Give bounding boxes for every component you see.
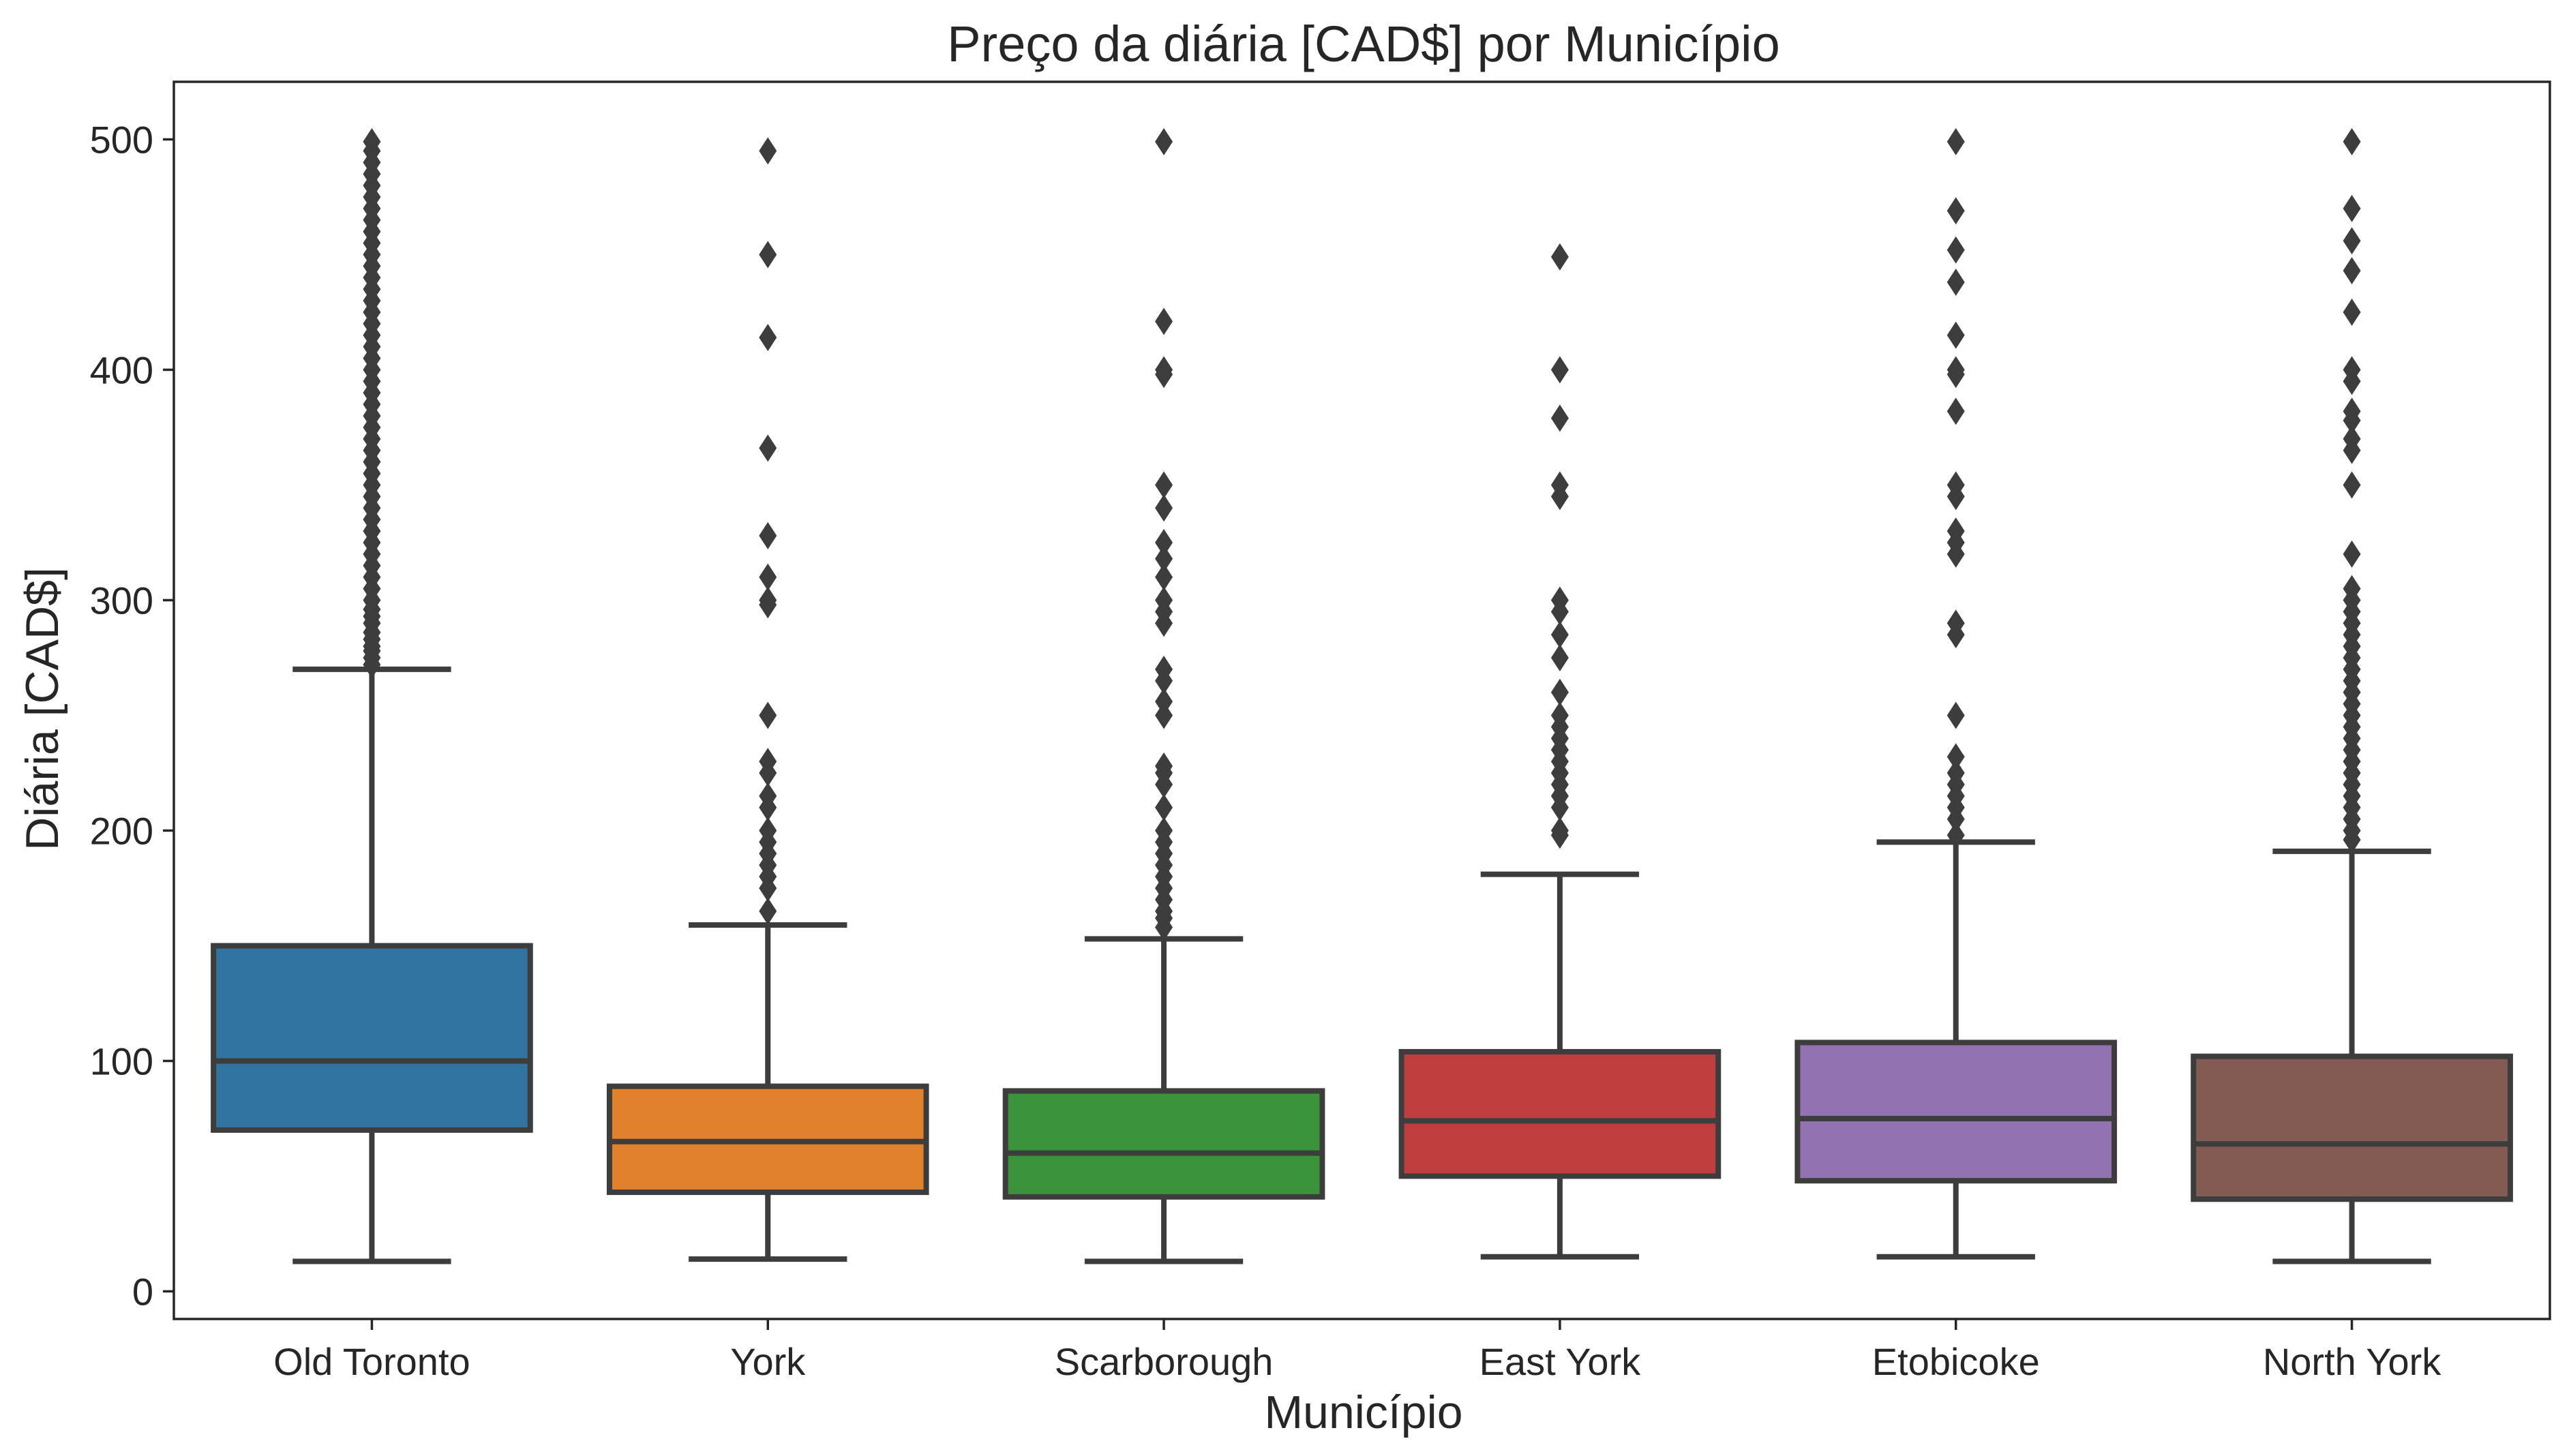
box-old-toronto — [211, 943, 533, 1133]
outlier-point — [1550, 356, 1569, 384]
outlier-point — [759, 748, 777, 776]
outlier-point — [1550, 701, 1569, 729]
box-scarborough — [1002, 1088, 1325, 1200]
outlier-point — [759, 782, 777, 810]
outlier-point — [759, 241, 777, 269]
outlier-point — [1155, 817, 1173, 845]
outlier-point — [2343, 298, 2361, 326]
outlier-point — [1550, 243, 1569, 271]
outlier-point — [1155, 701, 1173, 729]
outlier-point — [759, 324, 777, 352]
outlier-point — [1155, 545, 1173, 573]
outlier-point — [2343, 575, 2361, 603]
y-tick-label: 500 — [90, 118, 153, 161]
outlier-point — [1550, 586, 1569, 614]
plot-area: 0 100 200 300 400 500 Old Toronto York Scarborou… — [90, 80, 2551, 1383]
outlier-point — [2343, 356, 2361, 384]
y-tick-label: 300 — [90, 579, 153, 622]
box-north-york — [2191, 1053, 2513, 1202]
x-tick-label: North York — [2263, 1340, 2441, 1383]
outlier-point — [1946, 517, 1965, 545]
outlier-point — [1946, 471, 1965, 499]
outlier-point — [759, 434, 777, 462]
outlier-point — [2343, 425, 2361, 453]
y-tick-label: 100 — [90, 1040, 153, 1082]
outlier-point — [759, 897, 777, 925]
y-axis-label: Diária [CAD$] — [16, 567, 68, 851]
outlier-point — [1946, 743, 1965, 771]
box-east-york — [1398, 1048, 1721, 1179]
outlier-point — [1155, 307, 1173, 335]
outlier-point — [759, 586, 777, 614]
outlier-point — [1946, 701, 1965, 729]
y-tick-label: 400 — [90, 348, 153, 391]
x-tick-label: York — [730, 1340, 806, 1383]
outlier-point — [2343, 257, 2361, 285]
x-tick-label: Etobicoke — [1872, 1340, 2040, 1383]
plot-frame — [172, 80, 2551, 1320]
outlier-point — [1155, 563, 1173, 591]
x-tick-label: East York — [1479, 1340, 1642, 1383]
chart-title: Preço da diária [CAD$] por Município — [947, 16, 1780, 72]
outlier-point — [1946, 269, 1965, 297]
outlier-point — [1946, 397, 1965, 425]
outlier-point — [1155, 127, 1173, 155]
outlier-point — [759, 701, 777, 729]
outlier-point — [1155, 586, 1173, 614]
outlier-point — [1155, 528, 1173, 556]
outlier-point — [1946, 759, 1965, 787]
outlier-point — [759, 521, 777, 549]
outlier-point — [1550, 678, 1569, 706]
x-axis-label: Município — [1264, 1386, 1462, 1438]
outlier-point — [2343, 127, 2361, 155]
outlier-point — [1946, 821, 1965, 849]
outlier-point — [1946, 127, 1965, 155]
outlier-point — [1946, 356, 1965, 384]
outlier-point — [2343, 471, 2361, 499]
x-tick-label: Old Toronto — [273, 1340, 470, 1383]
outlier-point — [1550, 643, 1569, 671]
outlier-point — [1155, 655, 1173, 683]
outlier-point — [1155, 688, 1173, 716]
outlier-point — [2343, 194, 2361, 222]
outlier-point — [1550, 404, 1569, 432]
y-tick-label: 0 — [132, 1270, 153, 1313]
outlier-point — [759, 563, 777, 591]
outlier-point — [759, 817, 777, 845]
outlier-point — [363, 127, 381, 155]
outlier-point — [1550, 817, 1569, 845]
outlier-point — [1155, 471, 1173, 499]
outlier-point — [1946, 236, 1965, 264]
outlier-point — [1155, 793, 1173, 821]
outlier-point — [759, 137, 777, 165]
outlier-point — [1155, 752, 1173, 780]
outlier-point — [2343, 227, 2361, 255]
outlier-point — [1550, 621, 1569, 649]
outlier-point — [1946, 321, 1965, 349]
outlier-point — [2343, 397, 2361, 425]
x-tick-label: Scarborough — [1055, 1340, 1274, 1383]
outlier-point — [1550, 471, 1569, 499]
y-tick-label: 200 — [90, 809, 153, 852]
outlier-point — [1946, 197, 1965, 225]
outlier-point — [1946, 609, 1965, 637]
box-etobicoke — [1794, 1040, 2118, 1184]
outlier-point — [1155, 356, 1173, 384]
outlier-point — [1155, 494, 1173, 522]
outlier-point — [2343, 540, 2361, 568]
